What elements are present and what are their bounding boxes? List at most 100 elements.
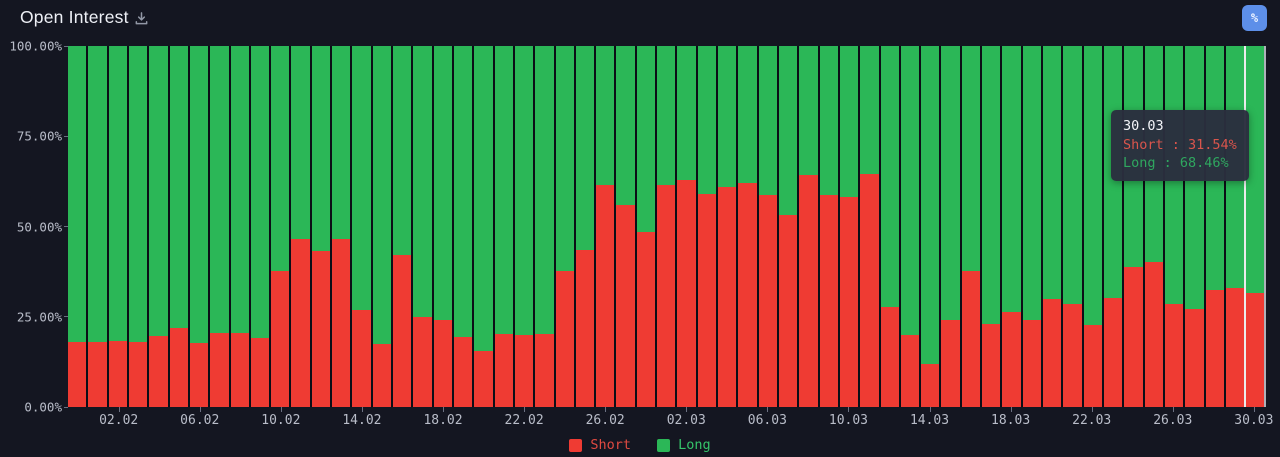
bar-07.03[interactable]: [778, 46, 798, 407]
bar-25.03[interactable]: [1144, 46, 1163, 407]
bar-14.02[interactable]: [352, 46, 371, 407]
bar-28.03[interactable]: [1205, 46, 1224, 407]
bar-06.02[interactable]: [189, 46, 209, 407]
bar-22.03[interactable]: [1083, 46, 1102, 407]
short-segment: [494, 334, 513, 407]
bar-20.03[interactable]: [1043, 46, 1062, 407]
bar-26.03[interactable]: [1164, 46, 1184, 407]
bar-15.02[interactable]: [372, 46, 391, 407]
bar-23.03[interactable]: [1103, 46, 1123, 407]
bar-27.03[interactable]: [1185, 46, 1204, 407]
bar-03.03[interactable]: [697, 46, 716, 407]
short-segment: [352, 309, 371, 407]
bar-02.02[interactable]: [108, 46, 127, 407]
bar-25.02[interactable]: [575, 46, 595, 407]
short-segment: [1225, 287, 1245, 407]
bar-22.02[interactable]: [514, 46, 534, 407]
short-segment: [961, 271, 981, 407]
bar-21.03[interactable]: [1063, 46, 1082, 407]
short-segment: [372, 343, 391, 407]
x-axis-tick: [848, 407, 850, 412]
bar-09.03[interactable]: [819, 46, 838, 407]
bar-08.02[interactable]: [230, 46, 249, 407]
short-segment: [657, 185, 676, 407]
bar-15.03[interactable]: [941, 46, 960, 407]
bar-13.02[interactable]: [332, 46, 351, 407]
tooltip-short-line: Short : 31.54%: [1123, 136, 1237, 153]
bar-19.02[interactable]: [453, 46, 473, 407]
bar-07.02[interactable]: [210, 46, 229, 407]
bar-12.02[interactable]: [311, 46, 331, 407]
bar-12.03[interactable]: [880, 46, 899, 407]
x-axis-label: 26.03: [1153, 413, 1193, 428]
short-segment: [1185, 309, 1204, 407]
x-axis-tick: [443, 407, 445, 412]
bar-16.02[interactable]: [393, 46, 412, 407]
bar-10.03[interactable]: [839, 46, 859, 407]
bar-02.03[interactable]: [677, 46, 696, 407]
bar-28.02[interactable]: [636, 46, 656, 407]
y-axis-label: 50.00%: [16, 219, 62, 234]
bar-08.03[interactable]: [799, 46, 818, 407]
x-axis-tick: [929, 407, 931, 412]
y-axis-label: 25.00%: [16, 309, 62, 325]
bar-31.01[interactable]: [68, 46, 87, 407]
bar-11.03[interactable]: [860, 46, 879, 407]
y-axis-tick: [64, 45, 68, 47]
legend-item-short[interactable]: Short: [569, 437, 631, 453]
bar-29.03[interactable]: [1225, 46, 1245, 407]
short-segment: [1246, 293, 1265, 407]
short-segment: [799, 174, 818, 407]
bar-01.02[interactable]: [88, 46, 107, 407]
legend-item-long[interactable]: Long: [657, 437, 711, 453]
bar-06.03[interactable]: [758, 46, 777, 407]
short-segment: [1043, 299, 1062, 407]
bar-24.03[interactable]: [1124, 46, 1143, 407]
bar-17.02[interactable]: [413, 46, 432, 407]
bar-18.02[interactable]: [433, 46, 452, 407]
bar-14.03[interactable]: [921, 46, 940, 407]
bar-20.02[interactable]: [474, 46, 493, 407]
x-axis-tick: [1091, 407, 1093, 412]
short-segment: [311, 250, 331, 407]
bar-23.02[interactable]: [535, 46, 554, 407]
long-swatch-icon: [657, 438, 671, 452]
bar-19.03[interactable]: [1022, 46, 1041, 407]
bar-11.02[interactable]: [291, 46, 310, 407]
bar-01.03[interactable]: [657, 46, 676, 407]
bar-24.02[interactable]: [555, 46, 574, 407]
bar-17.03[interactable]: [982, 46, 1001, 407]
bar-21.02[interactable]: [494, 46, 513, 407]
bar-26.02[interactable]: [596, 46, 615, 407]
bar-10.02[interactable]: [271, 46, 290, 407]
bar-27.02[interactable]: [616, 46, 635, 407]
bar-05.03[interactable]: [738, 46, 757, 407]
bar-13.03[interactable]: [900, 46, 920, 407]
bar-30.03[interactable]: [1244, 46, 1267, 407]
short-segment: [839, 196, 859, 407]
page-title: Open Interest: [20, 7, 129, 27]
short-segment: [677, 179, 696, 407]
chart-header: Open Interest %: [0, 0, 1280, 36]
x-axis-label: 02.03: [666, 413, 706, 428]
x-axis-tick: [1010, 407, 1012, 412]
x-axis-tick: [199, 407, 201, 412]
short-segment: [616, 205, 635, 407]
percent-toggle-button[interactable]: %: [1242, 5, 1267, 31]
bar-03.02[interactable]: [128, 46, 148, 407]
short-segment: [1022, 320, 1041, 407]
x-axis-label: 30.03: [1234, 413, 1274, 428]
x-axis-label: 14.02: [342, 413, 382, 428]
x-axis-tick: [686, 407, 688, 412]
bar-04.03[interactable]: [718, 46, 737, 407]
short-segment: [169, 327, 188, 407]
bar-18.03[interactable]: [1002, 46, 1021, 407]
x-axis-label: 14.03: [909, 413, 950, 428]
download-icon[interactable]: [134, 11, 149, 26]
legend-short-label: Short: [590, 437, 632, 453]
short-segment: [250, 338, 270, 407]
bar-09.02[interactable]: [250, 46, 270, 407]
bar-16.03[interactable]: [961, 46, 981, 407]
bar-04.02[interactable]: [149, 46, 168, 407]
bar-05.02[interactable]: [169, 46, 188, 407]
